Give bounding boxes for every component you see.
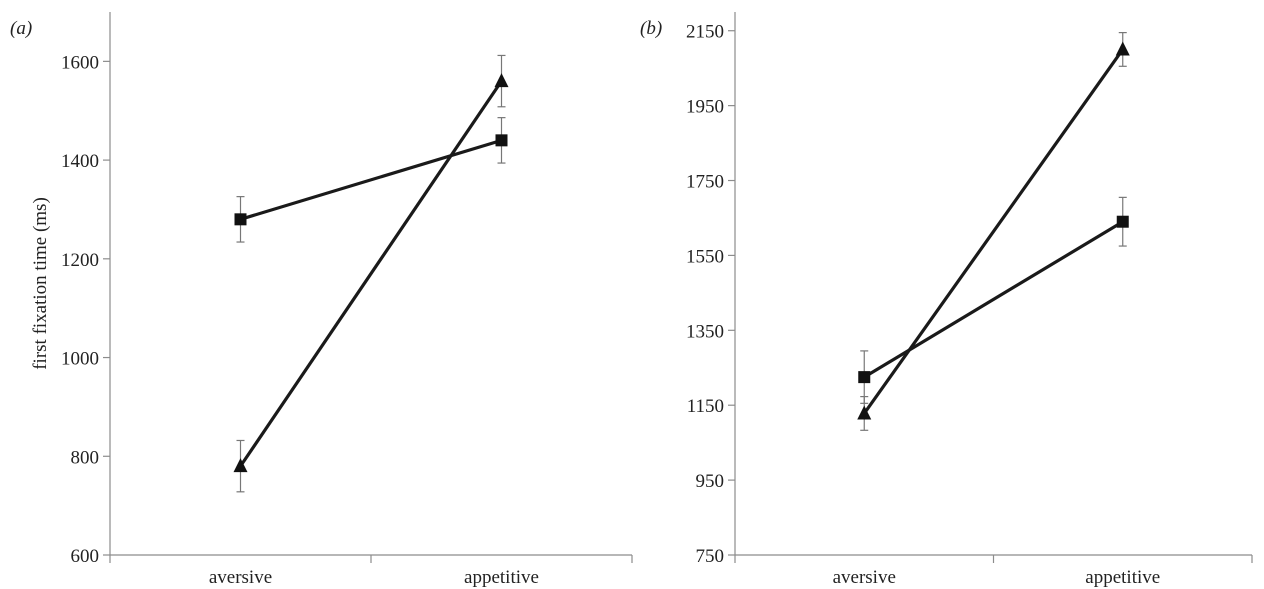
y-tick-label: 1350 [686,321,724,342]
series-line-triangle [862,48,1125,415]
data-point-square [495,134,508,147]
x-tick-label: appetitive [1085,567,1160,588]
series-line-square [240,138,502,221]
y-tick-label: 750 [696,546,725,567]
data-point-square [234,213,247,226]
panel-label: (b) [640,18,662,39]
y-axis-label: first fixation time (ms) [30,197,51,370]
y-tick-label: 1200 [61,250,99,271]
y-tick-label: 1750 [686,172,724,193]
data-point-triangle [494,73,509,88]
y-tick-label: 1950 [686,97,724,118]
x-tick-label: aversive [833,567,896,588]
data-point-triangle [857,405,872,420]
x-tick-label: appetitive [464,567,539,588]
y-tick-label: 1400 [61,151,99,172]
y-tick-label: 1150 [687,396,724,417]
data-point-square [1116,215,1129,228]
panel-b: (b) 750 950 1150 1350 1550 1750 1950 2150 aversiv… [640,12,1253,588]
y-tick-label: 800 [71,447,100,468]
y-tick-label: 1600 [61,52,99,73]
series-line-square [863,220,1124,379]
data-point-triangle [233,458,248,473]
panel-a: (a) 600 800 1000 1200 1400 1600 aversive appetit… [10,12,633,588]
x-tick-label: aversive [209,567,272,588]
y-tick-label: 1000 [61,349,99,370]
panel-label: (a) [10,18,32,39]
y-tick-label: 1550 [686,246,724,267]
data-point-triangle [1115,41,1130,56]
data-point-square [858,371,871,384]
y-tick-label: 2150 [686,22,724,43]
series-line-triangle [239,80,503,468]
y-tick-label: 950 [696,471,725,492]
y-tick-label: 600 [71,546,100,567]
